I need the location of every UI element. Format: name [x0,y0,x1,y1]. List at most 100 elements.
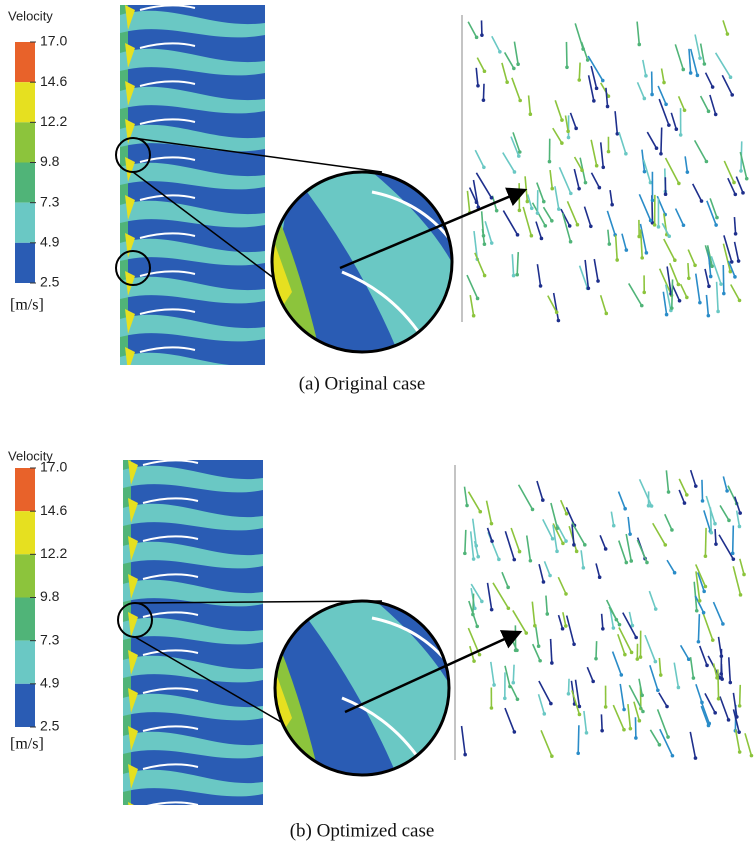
vector-head [574,126,578,131]
vector-arrow [695,683,703,703]
colorbar-band [15,42,35,83]
vector-arrow [536,182,545,202]
vector-head [731,557,736,561]
blade [139,232,196,239]
contour-blob [123,465,263,493]
vector-head [703,584,708,589]
blade [341,270,424,338]
vector-arrow [738,684,742,706]
vector-arrow [469,295,475,316]
vector-arrow [464,529,467,554]
vector-arrow [512,132,521,153]
vector-arrow [648,590,657,610]
vector-head [737,298,742,303]
vector-arrow [699,645,708,666]
vector-arrow [522,206,533,236]
colorbar-band [15,162,35,203]
vector-head [477,652,482,657]
vector-head [489,607,494,612]
vector-arrow [715,281,719,312]
vector-arrow [611,651,623,676]
vector-arrow [485,500,493,524]
vector-head [739,169,743,173]
colorbar-label: 4.9 [40,675,60,691]
vector-head [489,196,494,200]
vector-head [601,626,605,631]
vector-head [693,484,698,488]
vector-head [480,599,484,604]
vector-head [581,566,586,570]
contour-blob [120,276,265,304]
vector-arrow [694,595,705,614]
vector-head [653,607,658,611]
vector-head [670,528,674,532]
vector-arrow [670,279,674,309]
blade [139,42,196,49]
vector-head [630,623,635,628]
vector-arrow [502,210,519,236]
vector-arrow [642,159,652,183]
vector-arrow [628,684,644,712]
vector-head [569,191,573,196]
blade [139,270,196,277]
colorbar-band [15,554,35,598]
callout-arrow [344,630,523,714]
vector-head [489,241,494,245]
vector-arrow [552,292,560,321]
vector-head [538,658,542,663]
vector-arrow [709,94,717,115]
colorbar-label: 9.8 [40,153,60,169]
vector-head [515,697,520,702]
vector-head [733,192,738,197]
vector-head [713,521,717,526]
vector-arrow [660,127,663,154]
blade [142,497,199,504]
vector-arrow [694,273,701,303]
vector-arrow [722,476,728,492]
zoom-region [275,648,292,748]
vector-arrow [673,662,680,688]
vector-arrow [627,283,643,307]
vector-arrow [723,235,733,263]
vector-head [511,273,516,278]
vector-head [516,154,521,158]
vector-arrow [526,194,533,209]
vector-head [471,313,476,318]
vector-arrow [664,513,673,531]
vector-head [682,108,687,113]
colorbar-label: 12.2 [40,545,67,561]
contour-blob [128,650,138,675]
vector-head [713,112,718,117]
vector-head [640,256,644,260]
vector-head [719,654,724,658]
contour-blob [120,162,265,190]
vector-arrow [569,112,577,129]
vector-head [585,58,590,62]
vector-head [645,560,649,565]
vector-head [515,272,519,277]
vector-arrow [614,111,619,134]
vector-head [624,248,629,252]
vector-arrow [706,245,713,267]
vector-head [736,259,741,263]
panel: Velocity 17.0 14.6 12.2 9.8 7.3 4.9 2.5 [m/s] (a)… [8,5,749,394]
vector-head [725,489,729,493]
vector-head [700,499,705,503]
vector-head [617,622,622,627]
vector-head [577,712,582,717]
blade [139,308,196,315]
vector-arrow [587,55,604,81]
contour-blob [123,617,263,645]
vector-arrow [574,23,584,50]
colorbar-label: 14.6 [40,502,67,518]
vector-head [663,192,668,196]
contour-blob [120,238,265,266]
vector-head [701,610,706,615]
vector-arrow [699,95,710,112]
vector-head [733,231,738,236]
vector-head [583,180,588,185]
vector-arrow [627,704,632,729]
vector-arrow [605,87,609,107]
vector-head [666,490,671,494]
vector-head [478,509,483,514]
